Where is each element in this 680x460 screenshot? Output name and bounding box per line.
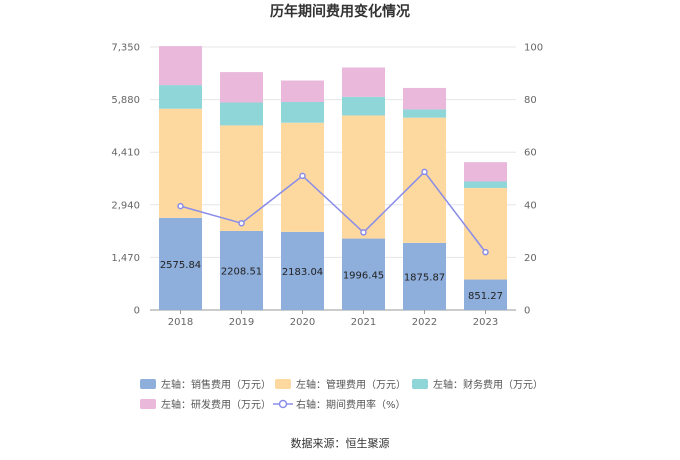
y-right-tick-label: 20 <box>524 253 537 264</box>
y-left-tick-label: 2,940 <box>111 200 140 211</box>
legend-swatch <box>275 379 291 389</box>
y-left-tick-label: 5,880 <box>111 95 140 106</box>
legend-label: 左轴：管理费用（万元） <box>296 378 406 391</box>
bar-segment <box>159 46 202 86</box>
legend-swatch <box>140 379 156 389</box>
y-left-tick-label: 1,470 <box>111 253 140 264</box>
y-right-tick-label: 100 <box>524 43 543 54</box>
x-tick-label: 2018 <box>168 317 193 328</box>
x-tick-label: 2019 <box>229 317 254 328</box>
bar-segment <box>464 187 507 280</box>
y-right-tick-label: 80 <box>524 95 537 106</box>
y-left-tick-label: 0 <box>134 306 140 317</box>
line-point <box>238 219 245 227</box>
data-label: 2575.84 <box>160 260 201 271</box>
line-path <box>180 170 487 253</box>
bar-segment <box>281 80 324 102</box>
legend: 左轴：销售费用（万元） 左轴：管理费用（万元） 左轴：财务费用（万元） 左轴：研发费用… <box>140 378 543 411</box>
bar-segment <box>159 217 202 310</box>
line-point <box>421 168 428 176</box>
y-left-tick-label: 7,350 <box>111 43 140 54</box>
bar-segment <box>342 67 385 97</box>
gridlines <box>150 46 516 311</box>
axes: 0 0 1,470 20 2,940 40 4,410 60 5,880 80 7,350 100 20… <box>111 43 543 329</box>
bar-segment <box>403 87 446 110</box>
data-label: 851.27 <box>468 291 503 302</box>
bar-segment <box>220 230 263 310</box>
bar-segment <box>342 115 385 239</box>
y-left-tick-label: 4,410 <box>111 148 140 159</box>
legend-label: 左轴：研发费用（万元） <box>161 398 271 411</box>
bar-segment <box>220 72 263 103</box>
data-label: 2208.51 <box>221 266 262 277</box>
x-tick-label: 2020 <box>290 317 315 328</box>
line-point <box>299 172 306 180</box>
chart-title: 历年期间费用变化情况 <box>270 3 410 20</box>
bar-segment <box>403 109 446 118</box>
x-tick-label: 2021 <box>351 317 376 328</box>
y-right-tick-label: 60 <box>524 148 537 159</box>
data-label: 1875.87 <box>404 272 445 283</box>
bar-segment <box>220 125 263 231</box>
bar-segment <box>403 117 446 243</box>
x-tick-label: 2022 <box>412 317 437 328</box>
rate-line <box>177 168 489 256</box>
line-point <box>482 248 489 256</box>
legend-marker <box>278 399 288 409</box>
bar-segment <box>342 96 385 116</box>
legend-swatch <box>412 379 428 389</box>
bar-segment <box>342 238 385 310</box>
bar-segment <box>464 162 507 182</box>
legend-label: 左轴：销售费用（万元） <box>161 378 271 391</box>
bar-segment <box>220 102 263 126</box>
bar-segment <box>281 101 324 123</box>
y-right-tick-label: 40 <box>524 200 537 211</box>
bar-segment <box>464 279 507 310</box>
bar-segment <box>159 108 202 218</box>
legend-swatch <box>140 399 156 409</box>
line-point <box>360 229 367 236</box>
data-source: 数据来源：恒生聚源 <box>291 436 390 450</box>
legend-label: 右轴：期间费用率（%） <box>296 398 406 411</box>
x-tick-label: 2023 <box>473 317 498 328</box>
bar-segment <box>159 85 202 109</box>
bars: 2575.84 2208.51 2183.04 1996.45 1875.87 851.2… <box>159 46 507 310</box>
bar-segment <box>403 242 446 310</box>
legend-label: 左轴：财务费用（万元） <box>433 378 543 391</box>
data-label: 2183.04 <box>282 267 323 278</box>
y-right-tick-label: 0 <box>524 306 530 317</box>
line-point <box>177 202 184 210</box>
data-label: 1996.45 <box>343 270 384 281</box>
bar-segment <box>281 231 324 310</box>
bar-segment <box>464 181 507 188</box>
